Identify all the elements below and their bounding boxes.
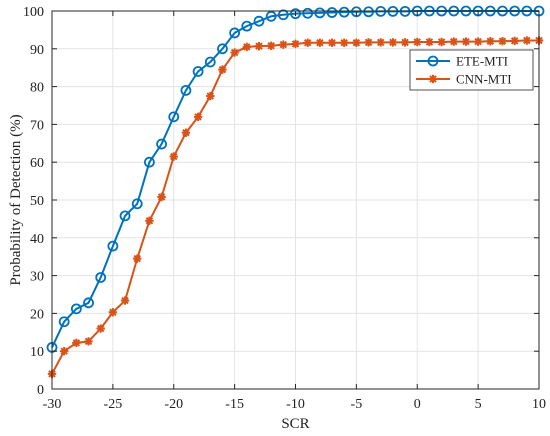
data-point — [120, 296, 130, 305]
data-point — [265, 10, 277, 22]
data-point — [340, 38, 349, 47]
data-point — [58, 316, 70, 328]
data-point — [83, 297, 94, 309]
data-point — [84, 337, 93, 346]
data-point — [266, 41, 276, 50]
data-point — [352, 38, 361, 47]
data-point — [376, 38, 385, 47]
tick-marks — [51, 10, 540, 390]
data-point — [59, 347, 69, 356]
data-point — [338, 6, 350, 18]
x-tick-label: 10 — [532, 397, 546, 412]
data-point — [218, 65, 227, 74]
data-point — [217, 43, 228, 55]
data-point — [96, 324, 105, 333]
legend: ETE-MTI CNN-MTI — [409, 49, 534, 91]
data-point — [131, 198, 143, 210]
data-point — [291, 39, 300, 49]
data-point — [461, 37, 471, 46]
data-point — [107, 240, 119, 252]
data-point — [510, 36, 519, 46]
data-point — [253, 15, 265, 27]
x-axis-title: SCR — [281, 416, 309, 432]
y-tick-label: 40 — [30, 232, 44, 247]
data-point — [277, 9, 289, 21]
data-point — [168, 111, 180, 123]
y-tick-label: 0 — [37, 383, 44, 398]
y-tick-label: 60 — [30, 156, 44, 171]
y-tick-label: 30 — [30, 270, 44, 285]
legend-swatch-marker — [428, 74, 438, 84]
data-point — [229, 27, 241, 39]
data-point — [498, 37, 507, 46]
data-point — [70, 303, 82, 315]
data-point — [400, 38, 410, 47]
data-point — [326, 7, 338, 18]
x-tick-label: 0 — [414, 397, 421, 412]
series-layer — [46, 5, 545, 379]
data-point — [180, 84, 192, 96]
data-point — [143, 156, 155, 168]
legend-swatch-marker — [427, 55, 439, 67]
data-point — [204, 56, 216, 68]
data-point — [315, 38, 325, 47]
data-point — [119, 210, 131, 222]
y-tick-label: 50 — [30, 194, 44, 209]
data-point — [241, 20, 253, 32]
y-tick-label: 20 — [30, 307, 44, 322]
data-point — [327, 38, 337, 47]
data-point — [206, 91, 215, 101]
data-point — [95, 272, 107, 283]
data-point — [181, 128, 191, 137]
y-tick-label: 90 — [30, 43, 44, 58]
x-tick-label: -30 — [43, 397, 62, 412]
data-point — [363, 6, 374, 18]
y-tick-label: 70 — [30, 118, 44, 133]
data-point — [413, 37, 422, 47]
data-point — [473, 37, 483, 46]
data-point — [108, 308, 118, 317]
x-tick-labels: -30 -25 -20 -15 -10 -5 0 5 10 — [43, 397, 546, 412]
data-point — [449, 37, 458, 46]
x-tick-label: 5 — [475, 397, 482, 412]
data-point — [242, 42, 251, 52]
data-point — [290, 8, 301, 20]
data-point — [522, 36, 532, 45]
data-point — [156, 138, 167, 150]
y-tick-label: 80 — [30, 81, 44, 96]
data-point — [350, 6, 362, 18]
data-point — [193, 112, 203, 122]
data-point — [364, 38, 373, 47]
x-tick-label: -20 — [164, 397, 183, 412]
y-tick-label: 100 — [23, 5, 44, 20]
data-point — [192, 66, 204, 77]
x-tick-label: -15 — [225, 397, 244, 412]
legend-label: CNN-MTI — [456, 72, 512, 87]
data-point — [425, 37, 434, 47]
legend-label: ETE-MTI — [456, 54, 508, 69]
data-point — [279, 40, 288, 49]
data-point — [145, 216, 154, 225]
data-point — [302, 7, 314, 19]
data-point — [314, 7, 326, 19]
x-tick-label: -25 — [104, 397, 123, 412]
y-axis-title: Probability of Detection (%) — [8, 114, 24, 285]
data-point — [157, 192, 166, 202]
y-tick-label: 10 — [30, 345, 44, 360]
data-point — [486, 37, 495, 46]
data-point — [133, 254, 142, 263]
y-tick-labels: 0 10 20 30 40 50 60 70 80 90 100 — [23, 5, 44, 398]
data-point — [254, 41, 264, 51]
data-point — [303, 38, 312, 47]
x-tick-label: -10 — [286, 397, 305, 412]
data-point — [388, 38, 398, 47]
series-cnn-mti — [47, 36, 544, 379]
data-point — [72, 338, 81, 348]
data-point — [230, 48, 239, 57]
data-point — [169, 152, 178, 161]
data-point — [437, 37, 446, 47]
x-tick-label: -5 — [351, 397, 363, 412]
